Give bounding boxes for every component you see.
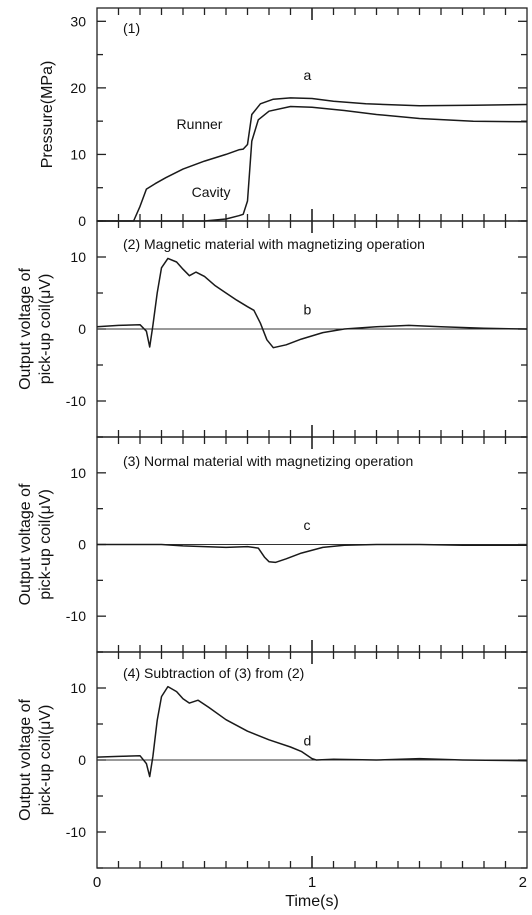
y-axis-label: Output voltage of (17, 483, 34, 605)
panel-title: (2) Magnetic material with magnetizing o… (123, 236, 425, 252)
panel-2: -10 0 10 b (2) Magnetic material with magnet… (17, 220, 528, 438)
x-tick-label: 0 (93, 874, 101, 891)
y-axis-label: pick-up coil(μV) (37, 274, 54, 385)
panel-title: (4) Subtraction of (3) from (2) (123, 665, 304, 681)
annotation-label: Runner (177, 116, 223, 132)
y-tick-label: 10 (70, 249, 86, 265)
x-tick-label: 2 (519, 874, 527, 891)
y-axis-label: Output voltage of (17, 699, 34, 821)
series-line-c (97, 543, 527, 564)
x-axis-label: Time(s) (285, 893, 339, 910)
annotation-label: a (304, 67, 312, 83)
y-tick-label: -10 (66, 608, 86, 624)
x-tick-label: 1 (308, 874, 316, 891)
y-axis-label: Pressure(MPa) (39, 61, 56, 169)
panel-4: -10 0 10 d (4) Subtraction of (3) from (2) Ou… (17, 651, 528, 869)
y-tick-label: -10 (66, 393, 86, 409)
plot-frame (96, 7, 528, 222)
series-line-b (96, 257, 528, 349)
series-line-cavity (97, 105, 528, 222)
series-line-d (96, 685, 528, 778)
annotation-label: c (304, 517, 311, 533)
y-tick-label: 10 (70, 146, 86, 162)
y-axis-label: pick-up coil(μV) (37, 705, 54, 816)
panel-title: (3) Normal material with magnetizing ope… (123, 453, 413, 469)
y-tick-label: 30 (70, 13, 86, 29)
annotation-label: d (304, 732, 312, 748)
panel-title: (1) (123, 20, 140, 36)
y-tick-label: 10 (70, 680, 86, 696)
panel-1: 0 10 20 30 a Runner Cavity (1) Pressure(MPa) (39, 7, 528, 229)
y-tick-label: 10 (70, 465, 86, 481)
y-tick-label: 0 (78, 213, 86, 229)
y-tick-label: 0 (78, 537, 86, 553)
y-axis-label: Output voltage of (17, 268, 34, 390)
series-line-runner (97, 97, 528, 222)
annotation-label: Cavity (192, 184, 231, 200)
y-tick-label: 20 (70, 80, 86, 96)
y-tick-label: -10 (66, 824, 86, 840)
y-tick-label: 0 (78, 752, 86, 768)
y-axis-label: pick-up coil(μV) (37, 489, 54, 600)
annotation-label: b (304, 301, 312, 317)
y-tick-label: 0 (78, 321, 86, 337)
panel-3: -10 0 10 c (3) Normal material with magnetiz… (17, 436, 528, 653)
